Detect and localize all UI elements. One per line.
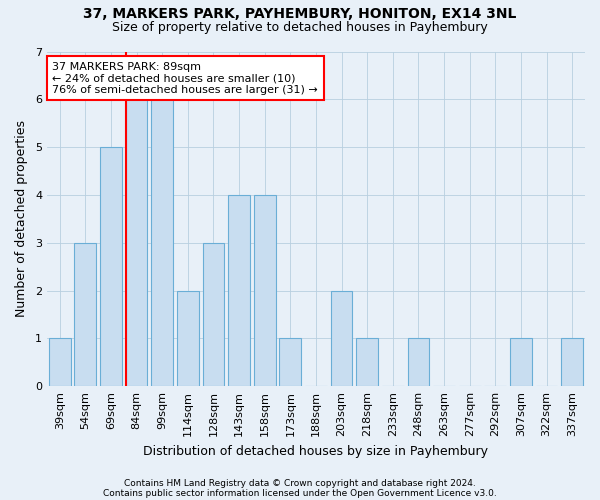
Bar <box>561 338 583 386</box>
Bar <box>74 242 96 386</box>
X-axis label: Distribution of detached houses by size in Payhembury: Distribution of detached houses by size … <box>143 444 488 458</box>
Text: Contains public sector information licensed under the Open Government Licence v3: Contains public sector information licen… <box>103 488 497 498</box>
Text: Size of property relative to detached houses in Payhembury: Size of property relative to detached ho… <box>112 21 488 34</box>
Y-axis label: Number of detached properties: Number of detached properties <box>15 120 28 318</box>
Text: 37 MARKERS PARK: 89sqm
← 24% of detached houses are smaller (10)
76% of semi-det: 37 MARKERS PARK: 89sqm ← 24% of detached… <box>52 62 318 94</box>
Bar <box>177 290 199 386</box>
Bar <box>100 147 122 386</box>
Text: Contains HM Land Registry data © Crown copyright and database right 2024.: Contains HM Land Registry data © Crown c… <box>124 478 476 488</box>
Bar <box>151 100 173 386</box>
Bar <box>510 338 532 386</box>
Bar <box>126 100 148 386</box>
Bar <box>331 290 352 386</box>
Bar <box>203 242 224 386</box>
Bar <box>407 338 430 386</box>
Bar <box>49 338 71 386</box>
Bar <box>356 338 378 386</box>
Bar <box>280 338 301 386</box>
Bar <box>254 195 275 386</box>
Text: 37, MARKERS PARK, PAYHEMBURY, HONITON, EX14 3NL: 37, MARKERS PARK, PAYHEMBURY, HONITON, E… <box>83 8 517 22</box>
Bar <box>228 195 250 386</box>
